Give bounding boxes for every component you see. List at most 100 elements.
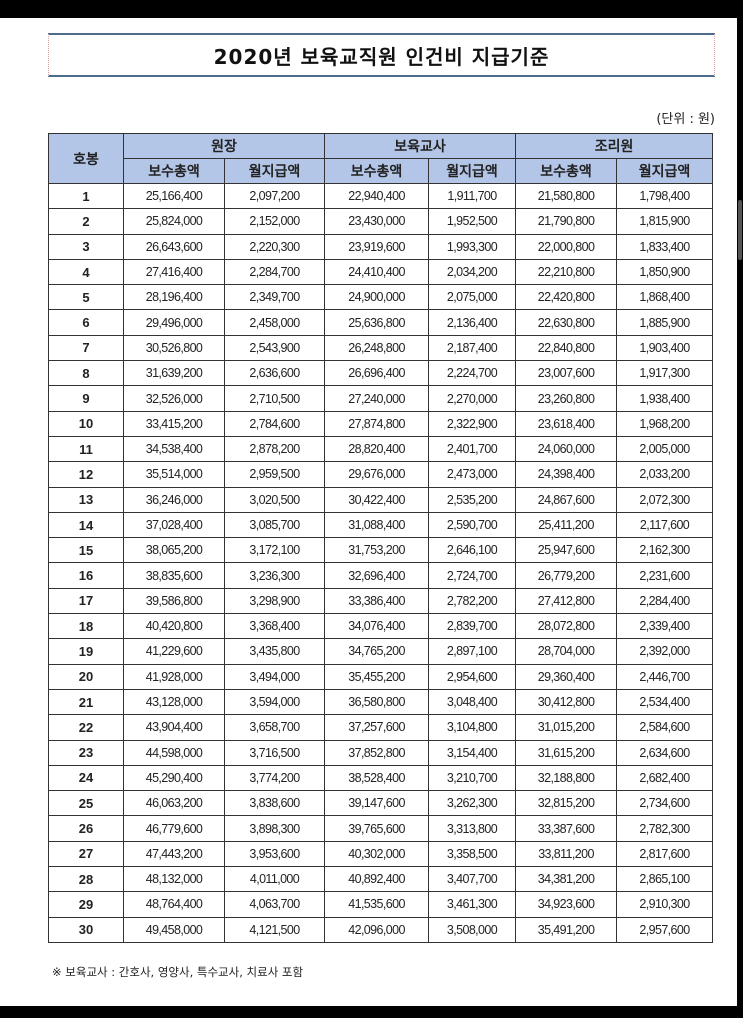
table-row: 23 44,598,000 3,716,500 37,852,800 3,154,400… bbox=[48, 739, 714, 766]
table-row: 25 46,063,200 3,838,600 39,147,600 3,262,300… bbox=[48, 790, 714, 817]
cell-cook-annual: 23,007,600 bbox=[515, 360, 618, 387]
table-row: 18 40,420,800 3,368,400 34,076,400 2,839,700… bbox=[48, 613, 714, 640]
cell-director-monthly: 2,878,200 bbox=[223, 435, 326, 463]
cell-director-monthly: 3,236,300 bbox=[223, 562, 326, 589]
cell-director-monthly: 3,435,800 bbox=[223, 638, 326, 665]
cell-director-monthly: 2,284,700 bbox=[223, 258, 326, 286]
table-row: 28 48,132,000 4,011,000 40,892,400 3,407,700… bbox=[48, 866, 714, 893]
cell-cook-annual: 32,815,200 bbox=[515, 790, 618, 817]
cell-director-monthly: 2,710,500 bbox=[223, 385, 326, 412]
header-annual-total: 보수총액 bbox=[515, 158, 618, 184]
cell-director-annual: 27,416,400 bbox=[123, 258, 225, 286]
header-group-teacher: 보육교사 bbox=[324, 133, 517, 159]
header-annual-total: 보수총액 bbox=[324, 158, 430, 184]
cell-teacher-annual: 40,892,400 bbox=[324, 866, 430, 893]
cell-director-monthly: 4,063,700 bbox=[223, 891, 326, 918]
cell-cook-annual: 27,412,800 bbox=[515, 587, 618, 615]
cell-teacher-monthly: 3,407,700 bbox=[428, 866, 517, 893]
cell-cook-monthly: 1,798,400 bbox=[616, 182, 714, 210]
cell-director-monthly: 4,121,500 bbox=[223, 916, 326, 943]
cell-director-monthly: 3,658,700 bbox=[223, 714, 326, 741]
cell-director-annual: 40,420,800 bbox=[123, 613, 225, 640]
cell-director-monthly: 2,784,600 bbox=[223, 410, 326, 437]
cell-teacher-monthly: 2,646,100 bbox=[428, 537, 517, 564]
header-step: 호봉 bbox=[48, 133, 124, 184]
cell-teacher-monthly: 1,993,300 bbox=[428, 233, 517, 260]
cell-director-monthly: 3,716,500 bbox=[223, 739, 326, 766]
cell-teacher-annual: 23,430,000 bbox=[324, 208, 430, 235]
cell-director-annual: 32,526,000 bbox=[123, 385, 225, 412]
cell-teacher-annual: 22,940,400 bbox=[324, 182, 430, 210]
cell-director-monthly: 3,172,100 bbox=[223, 537, 326, 564]
cell-cook-annual: 25,411,200 bbox=[515, 511, 618, 539]
cell-director-monthly: 2,458,000 bbox=[223, 309, 326, 336]
cell-director-annual: 43,128,000 bbox=[123, 688, 225, 716]
cell-director-annual: 30,526,800 bbox=[123, 334, 225, 362]
cell-teacher-annual: 32,696,400 bbox=[324, 562, 430, 589]
cell-teacher-monthly: 2,322,900 bbox=[428, 410, 517, 437]
cell-director-monthly: 3,594,000 bbox=[223, 688, 326, 716]
cell-director-annual: 38,835,600 bbox=[123, 562, 225, 589]
cell-cook-monthly: 2,634,600 bbox=[616, 739, 714, 766]
cell-director-annual: 41,229,600 bbox=[123, 638, 225, 665]
cell-teacher-annual: 27,240,000 bbox=[324, 385, 430, 412]
cell-director-annual: 45,290,400 bbox=[123, 764, 225, 792]
cell-cook-monthly: 2,339,400 bbox=[616, 613, 714, 640]
scrollbar[interactable] bbox=[738, 200, 742, 260]
cell-teacher-annual: 26,696,400 bbox=[324, 360, 430, 387]
cell-cook-annual: 22,630,800 bbox=[515, 309, 618, 336]
cell-director-annual: 46,063,200 bbox=[123, 790, 225, 817]
cell-teacher-monthly: 3,104,800 bbox=[428, 714, 517, 741]
cell-director-annual: 46,779,600 bbox=[123, 815, 225, 842]
cell-cook-monthly: 2,584,600 bbox=[616, 714, 714, 741]
cell-cook-monthly: 2,734,600 bbox=[616, 790, 714, 817]
cell-director-annual: 43,904,400 bbox=[123, 714, 225, 741]
cell-teacher-monthly: 2,535,200 bbox=[428, 486, 517, 513]
table-row: 14 37,028,400 3,085,700 31,088,400 2,590,700… bbox=[48, 511, 714, 539]
table-row: 10 33,415,200 2,784,600 27,874,800 2,322,900… bbox=[48, 410, 714, 437]
cell-cook-annual: 35,491,200 bbox=[515, 916, 618, 943]
cell-director-annual: 35,514,000 bbox=[123, 461, 225, 488]
table-row: 30 49,458,000 4,121,500 42,096,000 3,508,000… bbox=[48, 916, 714, 943]
cell-cook-monthly: 1,903,400 bbox=[616, 334, 714, 362]
cell-step: 28 bbox=[48, 866, 124, 893]
cell-teacher-monthly: 3,358,500 bbox=[428, 840, 517, 868]
cell-cook-monthly: 2,682,400 bbox=[616, 764, 714, 792]
cell-director-annual: 47,443,200 bbox=[123, 840, 225, 868]
cell-cook-monthly: 1,815,900 bbox=[616, 208, 714, 235]
cell-cook-monthly: 1,968,200 bbox=[616, 410, 714, 437]
table-row: 15 38,065,200 3,172,100 31,753,200 2,646,100… bbox=[48, 537, 714, 564]
cell-director-annual: 48,764,400 bbox=[123, 891, 225, 918]
cell-teacher-annual: 27,874,800 bbox=[324, 410, 430, 437]
cell-director-annual: 44,598,000 bbox=[123, 739, 225, 766]
table-row: 1 25,166,400 2,097,200 22,940,400 1,911,700 2… bbox=[48, 182, 714, 210]
cell-teacher-monthly: 2,590,700 bbox=[428, 511, 517, 539]
cell-teacher-monthly: 2,401,700 bbox=[428, 435, 517, 463]
cell-director-monthly: 3,368,400 bbox=[223, 613, 326, 640]
cell-cook-monthly: 2,957,600 bbox=[616, 916, 714, 943]
header-row-groups: 호봉 원장 보육교사 조리원 bbox=[48, 133, 714, 184]
cell-director-monthly: 3,774,200 bbox=[223, 764, 326, 792]
cell-director-monthly: 2,152,000 bbox=[223, 208, 326, 235]
cell-director-monthly: 3,953,600 bbox=[223, 840, 326, 868]
cell-teacher-annual: 39,147,600 bbox=[324, 790, 430, 817]
cell-director-monthly: 3,898,300 bbox=[223, 815, 326, 842]
cell-director-monthly: 3,298,900 bbox=[223, 587, 326, 615]
cell-cook-monthly: 2,817,600 bbox=[616, 840, 714, 868]
table-row: 26 46,779,600 3,898,300 39,765,600 3,313,800… bbox=[48, 815, 714, 842]
cell-director-monthly: 2,349,700 bbox=[223, 284, 326, 311]
cell-step: 12 bbox=[48, 461, 124, 488]
cell-step: 13 bbox=[48, 486, 124, 513]
cell-cook-annual: 28,704,000 bbox=[515, 638, 618, 665]
cell-cook-monthly: 1,868,400 bbox=[616, 284, 714, 311]
table-row: 9 32,526,000 2,710,500 27,240,000 2,270,000 2… bbox=[48, 385, 714, 412]
cell-step: 16 bbox=[48, 562, 124, 589]
cell-teacher-monthly: 2,136,400 bbox=[428, 309, 517, 336]
table-row: 16 38,835,600 3,236,300 32,696,400 2,724,700… bbox=[48, 562, 714, 589]
cell-step: 15 bbox=[48, 537, 124, 564]
cell-step: 17 bbox=[48, 587, 124, 615]
cell-director-monthly: 3,020,500 bbox=[223, 486, 326, 513]
cell-step: 7 bbox=[48, 334, 124, 362]
cell-director-annual: 41,928,000 bbox=[123, 663, 225, 690]
cell-step: 23 bbox=[48, 739, 124, 766]
